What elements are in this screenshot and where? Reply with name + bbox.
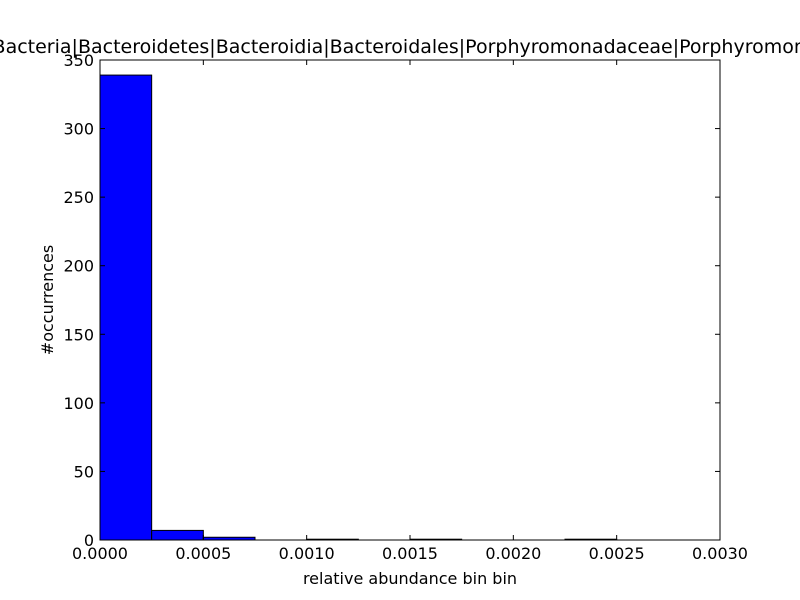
bars-group — [99, 74, 618, 541]
x-tick-label: 0.0015 — [382, 544, 438, 563]
y-tick-label: 350 — [63, 51, 94, 70]
y-tick-label: 100 — [63, 394, 94, 413]
y-tick-label: 250 — [63, 188, 94, 207]
plot-frame — [99, 59, 721, 541]
histogram-bar-1 — [151, 529, 204, 541]
x-tick-label: 0.0030 — [692, 544, 748, 563]
y-tick-label: 200 — [63, 257, 94, 276]
histogram-bar-0 — [99, 74, 153, 541]
y-tick-label: 300 — [63, 120, 94, 139]
x-tick-label: 0.0000 — [72, 544, 128, 563]
x-tick-label: 0.0005 — [175, 544, 231, 563]
x-tick-label: 0.0025 — [589, 544, 645, 563]
x-tick-label: 0.0020 — [485, 544, 541, 563]
y-tick-label: 0 — [84, 531, 94, 550]
chart-title: Bacteria|Bacteroidetes|Bacteroidia|Bacte… — [0, 36, 800, 58]
x-tick-label: 0.0010 — [279, 544, 335, 563]
x-axis-ticks: 0.0000 0.0005 0.0010 0.0015 0.0020 0.0025 0.00… — [72, 60, 748, 563]
y-tick-label: 50 — [74, 462, 94, 481]
x-axis-label: relative abundance bin bin — [303, 569, 517, 588]
y-axis-ticks: 0 50 100 150 200 250 300 350 — [63, 51, 720, 550]
y-axis-label: #occurrences — [38, 245, 57, 355]
y-tick-label: 150 — [63, 325, 94, 344]
